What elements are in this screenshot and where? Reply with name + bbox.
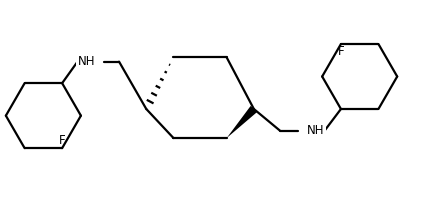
Text: NH: NH: [307, 124, 324, 137]
Text: NH: NH: [78, 55, 95, 68]
Text: F: F: [338, 45, 344, 58]
Text: F: F: [59, 134, 65, 147]
Polygon shape: [227, 106, 257, 138]
